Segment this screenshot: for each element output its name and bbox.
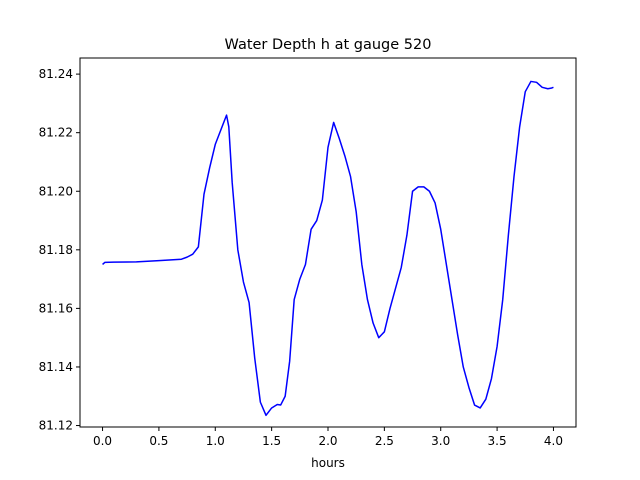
y-tick-label: 81.24 (39, 67, 73, 81)
x-tick-label: 4.0 (544, 434, 563, 448)
x-tick-label: 3.0 (431, 434, 450, 448)
plot-frame (79, 57, 577, 428)
y-tick-label: 81.20 (39, 184, 73, 198)
x-tick-label: 1.5 (262, 434, 281, 448)
x-tick-label: 0.5 (149, 434, 168, 448)
x-tick-label: 1.0 (206, 434, 225, 448)
chart-title: Water Depth h at gauge 520 (225, 37, 432, 53)
x-tick-label: 2.0 (318, 434, 337, 448)
y-tick-label: 81.16 (39, 301, 73, 315)
y-tick-label: 81.14 (39, 360, 73, 374)
y-tick-label: 81.18 (39, 243, 73, 257)
x-tick-label: 2.5 (375, 434, 394, 448)
y-axis: 81.12 81.14 81.16 81.18 81.20 81.22 81.24 (39, 67, 80, 433)
plot-area (102, 80, 554, 417)
x-tick-label: 0.0 (93, 434, 112, 448)
x-tick-label: 3.5 (488, 434, 507, 448)
y-tick-label: 81.12 (39, 419, 73, 433)
x-axis: 0.0 0.5 1.0 1.5 2.0 2.5 3.0 3.5 4.0 (93, 427, 563, 448)
series-line-0 (102, 80, 554, 417)
x-axis-label: hours (311, 456, 345, 470)
y-tick-label: 81.22 (39, 126, 73, 140)
